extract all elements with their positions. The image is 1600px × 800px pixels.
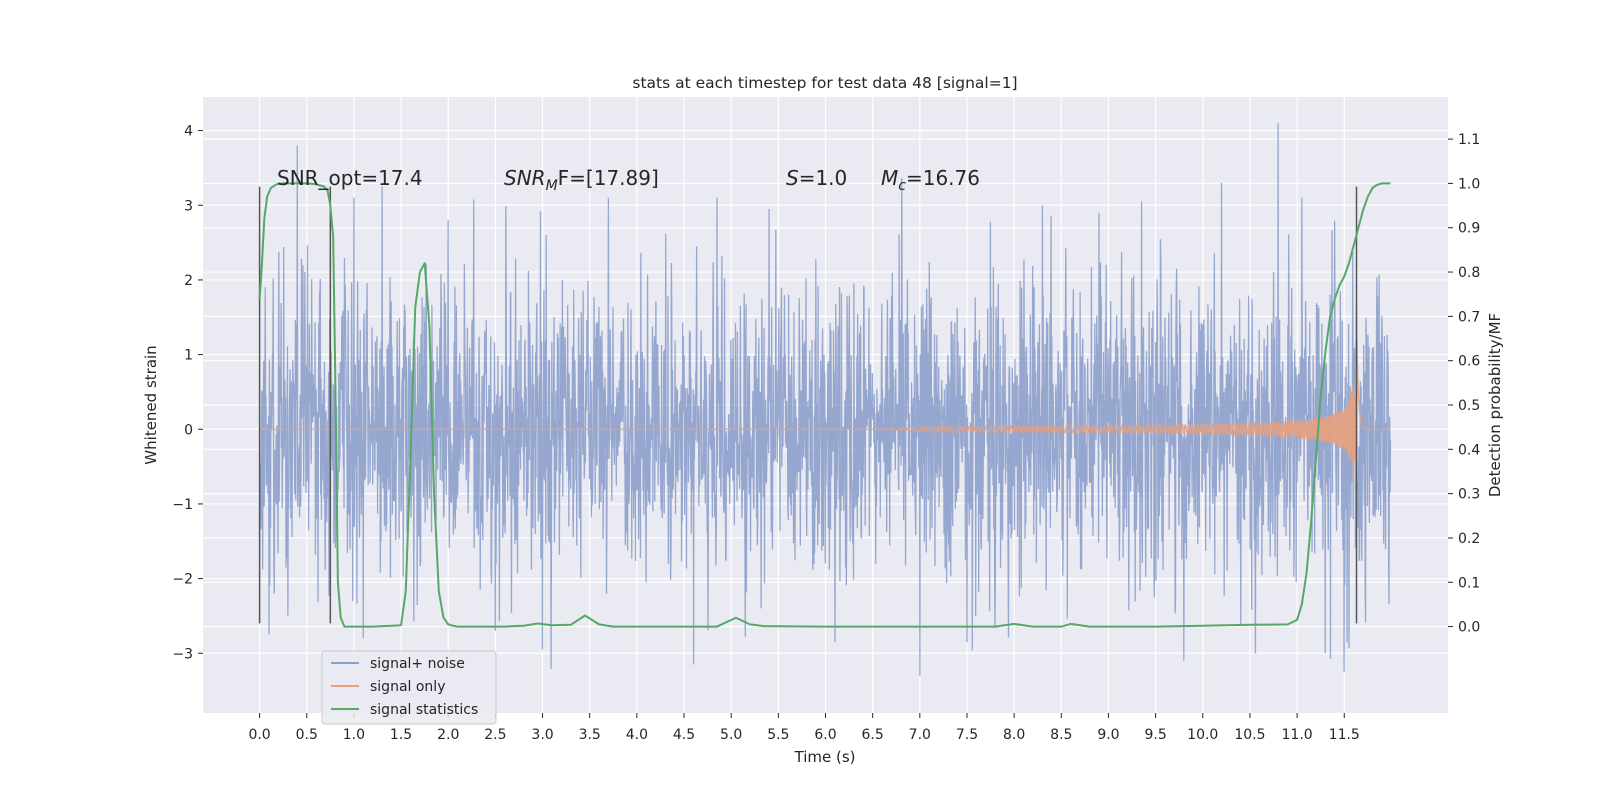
annotation-mc: Mc=16.76 bbox=[881, 166, 980, 194]
plot-area bbox=[258, 123, 1392, 676]
mc-label: M bbox=[881, 166, 898, 190]
y-left-tick-label: 4 bbox=[184, 124, 193, 140]
y-right-tick-label: 0.9 bbox=[1458, 221, 1480, 237]
x-tick-label: 4.0 bbox=[626, 727, 648, 743]
y-left-tick-label: 1 bbox=[184, 348, 193, 364]
x-tick-label: 6.0 bbox=[814, 727, 836, 743]
x-tick-label: 7.0 bbox=[909, 727, 931, 743]
x-tick-label: 11.0 bbox=[1282, 727, 1313, 743]
x-tick-label: 4.5 bbox=[673, 727, 695, 743]
s-value: =1.0 bbox=[799, 166, 848, 190]
x-tick-label: 1.0 bbox=[343, 727, 365, 743]
snr-mf-subscript: M bbox=[546, 178, 558, 194]
x-tick-label: 10.0 bbox=[1187, 727, 1218, 743]
y-left-tick-label: 2 bbox=[184, 273, 193, 289]
series-signal-statistics-line bbox=[258, 182, 1391, 628]
series-signal-noise-line bbox=[258, 123, 1392, 676]
x-tick-label: 10.5 bbox=[1234, 727, 1265, 743]
axes: 0.0 0.5 1.0 1.5 2.0 2.5 3.0 3.5 4.0 4.5 5.0 5.5 6.0 6… bbox=[172, 124, 1480, 743]
x-tick-label: 8.0 bbox=[1003, 727, 1025, 743]
snr-mf-label: SNR bbox=[504, 166, 546, 190]
legend: signal+ noise signal only signal statist… bbox=[321, 650, 497, 725]
mc-subscript: c bbox=[898, 178, 906, 194]
x-tick-label: 9.0 bbox=[1097, 727, 1119, 743]
x-tick-label: 9.5 bbox=[1144, 727, 1166, 743]
mc-value: =16.76 bbox=[906, 166, 980, 190]
x-tick-label: 5.0 bbox=[720, 727, 742, 743]
snr-mf-value: F=[17.89] bbox=[558, 166, 659, 190]
y-right-tick-label: 0.1 bbox=[1458, 575, 1480, 591]
y-right-tick-label: 0.3 bbox=[1458, 487, 1480, 503]
y-left-tick-label: −3 bbox=[172, 646, 193, 662]
y-right-tick-label: 0.0 bbox=[1458, 620, 1480, 636]
annotation-s: S=1.0 bbox=[786, 166, 847, 190]
y-right-tick-label: 1.0 bbox=[1458, 176, 1480, 192]
x-tick-label: 7.5 bbox=[956, 727, 978, 743]
legend-label-signal-only: signal only bbox=[370, 679, 445, 695]
y-right-tick-label: 0.5 bbox=[1458, 398, 1480, 414]
x-tick-label: 5.5 bbox=[767, 727, 789, 743]
y-right-tick-label: 0.4 bbox=[1458, 442, 1480, 458]
y-right-tick-label: 0.8 bbox=[1458, 265, 1480, 281]
y-right-tick-label: 0.7 bbox=[1458, 309, 1480, 325]
x-tick-label: 6.5 bbox=[862, 727, 884, 743]
y-axis-right-title: Detection probability/MF bbox=[1486, 313, 1504, 497]
x-tick-label: 11.5 bbox=[1329, 727, 1360, 743]
x-tick-label: 0.5 bbox=[296, 727, 318, 743]
x-tick-label: 1.5 bbox=[390, 727, 412, 743]
annotation-snr-opt: SNR_opt=17.4 bbox=[277, 166, 423, 190]
y-left-tick-label: −2 bbox=[172, 572, 193, 588]
y-right-tick-label: 1.1 bbox=[1458, 132, 1480, 148]
x-tick-label: 2.5 bbox=[484, 727, 506, 743]
series-signal-only-line bbox=[259, 306, 1391, 548]
y-left-tick-label: 3 bbox=[184, 198, 193, 214]
y-axis-left-title: Whitened strain bbox=[142, 345, 160, 464]
x-tick-label: 2.0 bbox=[437, 727, 459, 743]
x-axis-title: Time (s) bbox=[794, 748, 856, 766]
y-left-tick-label: −1 bbox=[172, 497, 193, 513]
legend-label-signal-statistics: signal statistics bbox=[370, 702, 478, 718]
s-label: S bbox=[786, 166, 799, 190]
legend-box bbox=[321, 650, 497, 725]
x-tick-label: 3.5 bbox=[579, 727, 601, 743]
x-tick-label: 3.0 bbox=[531, 727, 553, 743]
y-right-tick-label: 0.6 bbox=[1458, 354, 1480, 370]
y-left-tick-label: 0 bbox=[184, 422, 193, 438]
legend-label-signal-noise: signal+ noise bbox=[370, 656, 465, 672]
y-right-tick-label: 0.2 bbox=[1458, 531, 1480, 547]
x-tick-label: 0.0 bbox=[248, 727, 270, 743]
annotation-snr-mf: SNRMF=[17.89] bbox=[504, 166, 659, 194]
x-tick-label: 8.5 bbox=[1050, 727, 1072, 743]
chart-title: stats at each timestep for test data 48 … bbox=[632, 74, 1017, 92]
